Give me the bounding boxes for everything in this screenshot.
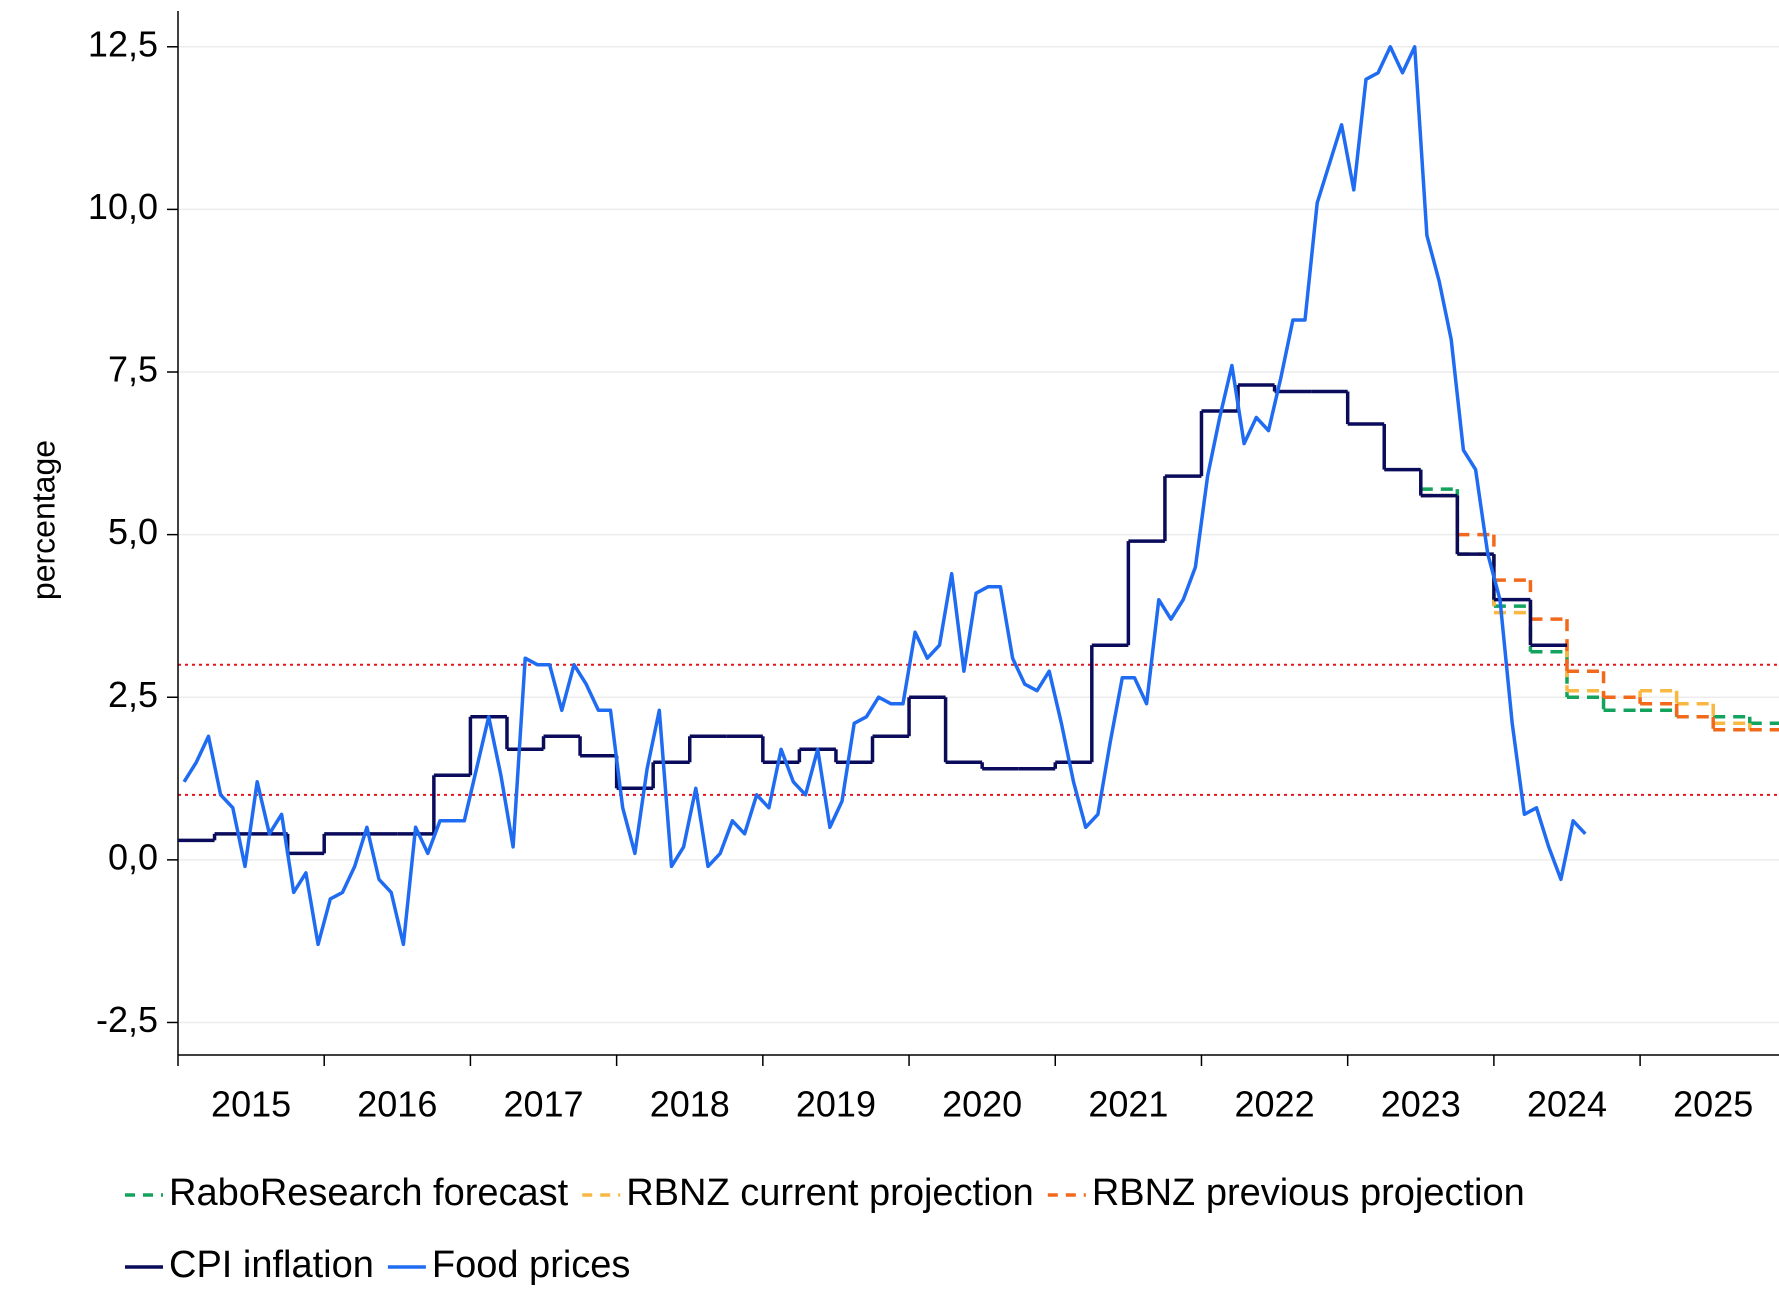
legend-label: RBNZ previous projection xyxy=(1092,1172,1525,1214)
x-tick-label: 2024 xyxy=(1527,1084,1607,1125)
x-tick-label: 2023 xyxy=(1381,1084,1461,1125)
x-tick-label: 2019 xyxy=(796,1084,876,1125)
y-tick-label: 10,0 xyxy=(88,186,158,227)
series-2 xyxy=(1420,493,1779,732)
legend-label: Food prices xyxy=(432,1244,631,1286)
x-tick-label: 2018 xyxy=(650,1084,730,1125)
series-0 xyxy=(1420,487,1779,726)
x-tick-label: 2025 xyxy=(1673,1084,1753,1125)
y-tick-label: 12,5 xyxy=(88,23,158,64)
legend-label: CPI inflation xyxy=(169,1244,374,1286)
legend-label: RBNZ current projection xyxy=(626,1172,1034,1214)
series-line xyxy=(182,45,1587,947)
x-tick-label: 2017 xyxy=(503,1084,583,1125)
x-tick-label: 2022 xyxy=(1235,1084,1315,1125)
y-tick-label: 5,0 xyxy=(108,511,158,552)
series-1 xyxy=(1420,493,1779,732)
series-3 xyxy=(178,383,1567,856)
y-tick-label: 0,0 xyxy=(108,836,158,877)
y-tick-label: 7,5 xyxy=(108,349,158,390)
legend-item: RBNZ previous projection xyxy=(1047,1172,1525,1214)
y-tick-label: 2,5 xyxy=(108,674,158,715)
legend-label: RaboResearch forecast xyxy=(169,1172,569,1214)
x-tick-label: 2020 xyxy=(942,1084,1022,1125)
legend-item: RBNZ current projection xyxy=(582,1172,1034,1214)
legend-item: Food prices xyxy=(387,1244,631,1286)
x-tick-label: 2021 xyxy=(1088,1084,1168,1125)
x-tick-label: 2016 xyxy=(357,1084,437,1125)
legend-item: CPI inflation xyxy=(125,1244,374,1286)
y-tick-label: -2,5 xyxy=(96,999,158,1040)
legend-item: RaboResearch forecast xyxy=(125,1172,569,1214)
x-tick-label: 2015 xyxy=(211,1084,291,1125)
y-axis-label: percentage xyxy=(25,440,61,600)
